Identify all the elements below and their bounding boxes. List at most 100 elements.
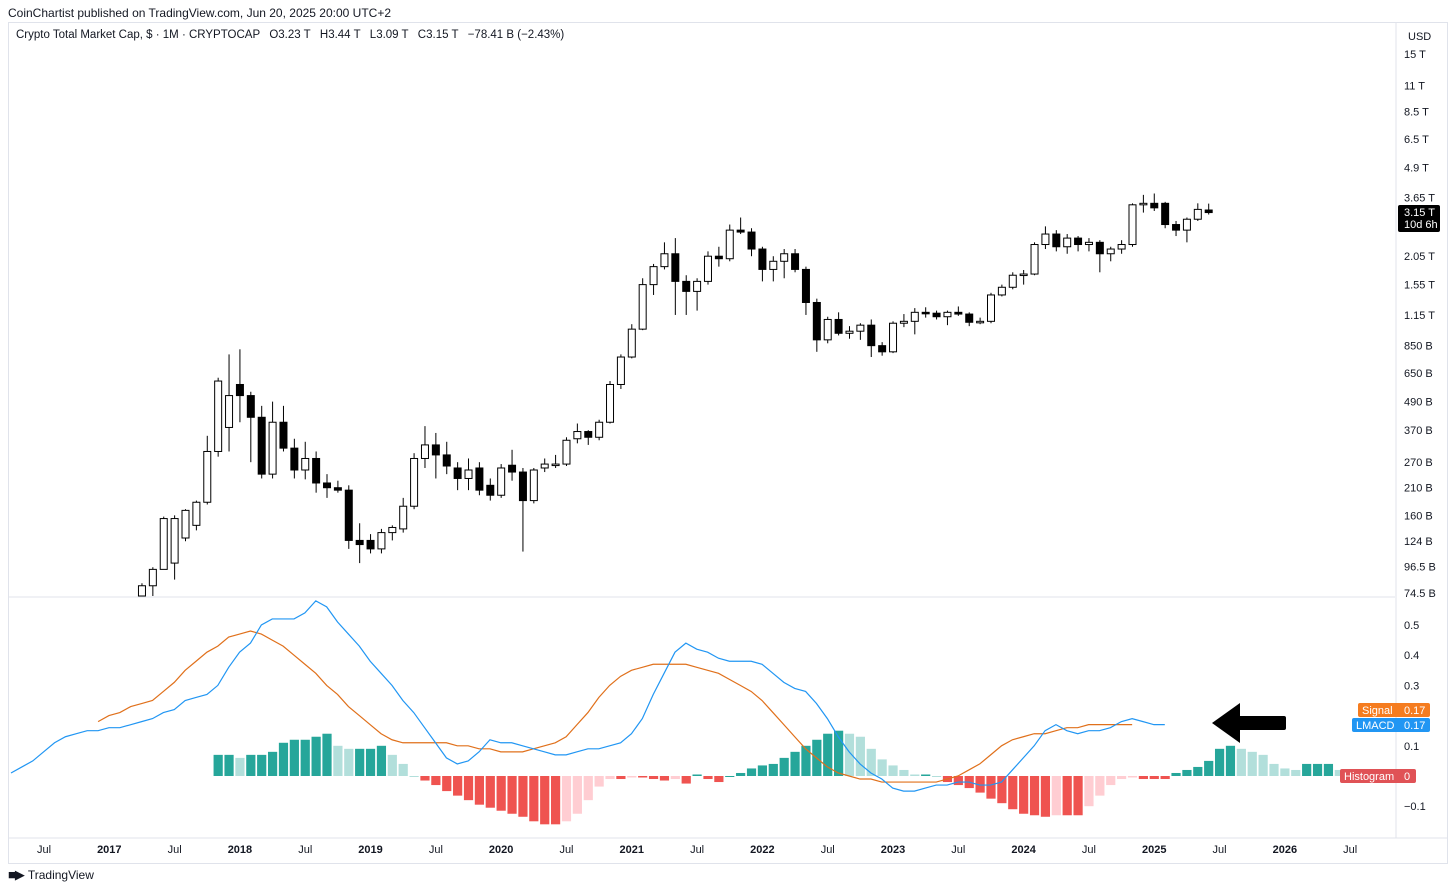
- histogram-bar: [692, 774, 702, 776]
- histogram-bar: [1204, 760, 1214, 776]
- histogram-bar: [409, 776, 419, 777]
- candle: [638, 278, 647, 331]
- histogram-bar: [463, 776, 474, 801]
- candle: [355, 523, 364, 564]
- candle: [1052, 230, 1061, 252]
- histogram-bar: [387, 754, 397, 776]
- symbol-title[interactable]: Crypto Total Market Cap, $ · 1M · CRYPTO…: [16, 29, 261, 41]
- footer-brand[interactable]: ■▶ TradingView: [8, 867, 94, 883]
- candle-body: [508, 464, 517, 473]
- time-tick-label: Jul: [37, 844, 51, 856]
- candle: [562, 437, 571, 467]
- candle-body: [932, 312, 941, 318]
- candle-body: [235, 383, 244, 397]
- currency-label[interactable]: USD: [1408, 31, 1431, 43]
- candle: [758, 246, 767, 282]
- candle: [1193, 203, 1202, 221]
- candle: [714, 246, 723, 267]
- time-tick-label: Jul: [951, 844, 965, 856]
- candle: [399, 497, 408, 533]
- histogram-bar: [746, 768, 757, 776]
- candle-body: [791, 253, 800, 270]
- candle-body: [867, 324, 876, 347]
- candle: [518, 467, 527, 552]
- histogram-bar: [322, 733, 332, 776]
- candle: [1204, 203, 1213, 215]
- candle-body: [725, 229, 734, 260]
- candle: [203, 435, 212, 505]
- histogram-bar: [355, 748, 365, 776]
- histogram-bar: [638, 776, 648, 778]
- lmacd-axis[interactable]: 0.5 0.4 0.3 0.1 −0.1: [1404, 620, 1426, 813]
- candle-body: [845, 330, 854, 334]
- price-tick-label: 124 B: [1404, 536, 1433, 548]
- candle: [246, 391, 255, 463]
- candle-body: [801, 268, 810, 303]
- symbol-legend[interactable]: Crypto Total Market Cap, $ · 1M · CRYPTO…: [16, 29, 570, 41]
- price-tick-label: 74.5 B: [1404, 588, 1436, 600]
- candle: [1008, 272, 1017, 290]
- candle: [703, 251, 712, 285]
- candle: [627, 324, 636, 359]
- histogram-bar: [235, 757, 245, 776]
- candle-body: [148, 568, 157, 587]
- time-tick-label: 2021: [620, 844, 644, 856]
- time-tick-label: 2022: [750, 844, 774, 856]
- candle-body: [1117, 244, 1126, 250]
- price-axis[interactable]: 15 T 11 T 8.5 T 6.5 T 4.9 T 3.65 T 2.05 T 1.55 …: [1404, 49, 1436, 600]
- candle: [497, 464, 506, 498]
- histogram-bar: [823, 733, 833, 776]
- candle: [976, 317, 985, 325]
- histogram-bar: [1138, 776, 1148, 780]
- histogram-bar: [1040, 776, 1051, 817]
- price-tick-label: 270 B: [1404, 457, 1433, 469]
- candle: [1063, 234, 1072, 254]
- candle: [323, 474, 332, 498]
- candle: [508, 449, 517, 481]
- candle: [736, 217, 745, 235]
- candle: [1030, 242, 1039, 276]
- histogram-bar: [431, 776, 441, 786]
- candle-body: [410, 457, 419, 507]
- price-tick-label: 8.5 T: [1404, 107, 1429, 119]
- histogram-bar: [790, 751, 800, 776]
- candle: [616, 354, 625, 389]
- histogram-bar: [540, 776, 550, 825]
- candle: [551, 454, 560, 468]
- candle-body: [943, 311, 952, 318]
- candle: [1182, 217, 1191, 243]
- candle-body: [812, 301, 821, 341]
- candle-body: [769, 260, 778, 270]
- candle: [791, 249, 800, 273]
- candle: [1084, 238, 1093, 252]
- candle-body: [584, 431, 593, 438]
- candle: [997, 284, 1006, 297]
- candle-body: [997, 286, 1006, 296]
- candle-body: [1084, 241, 1093, 246]
- candle: [1172, 220, 1181, 237]
- candle: [584, 430, 593, 445]
- histogram-bar: [1095, 776, 1105, 796]
- candle-body: [965, 313, 974, 323]
- price-tick-label: 3.65 T: [1404, 193, 1435, 205]
- candle-body: [279, 421, 288, 449]
- histogram-bar: [496, 776, 506, 811]
- candle-body: [1204, 209, 1213, 214]
- candle-body: [1063, 237, 1072, 248]
- candle: [529, 467, 538, 504]
- candle-body: [497, 467, 506, 496]
- candle: [333, 480, 342, 493]
- candle: [932, 310, 941, 320]
- candle: [486, 478, 495, 501]
- candle-body: [682, 280, 691, 292]
- candle: [1139, 194, 1148, 213]
- time-axis[interactable]: Jul 2017 Jul 2018 Jul 2019 Jul 2020 Jul 2021 Jul 20…: [37, 844, 1357, 856]
- histogram-bar: [442, 776, 452, 792]
- candle-body: [606, 383, 615, 423]
- candle-body: [780, 253, 789, 262]
- histogram-bar: [768, 763, 778, 776]
- histogram-bar: [1182, 769, 1192, 776]
- price-tick-label: 1.55 T: [1404, 280, 1435, 292]
- histogram-bar: [485, 776, 495, 808]
